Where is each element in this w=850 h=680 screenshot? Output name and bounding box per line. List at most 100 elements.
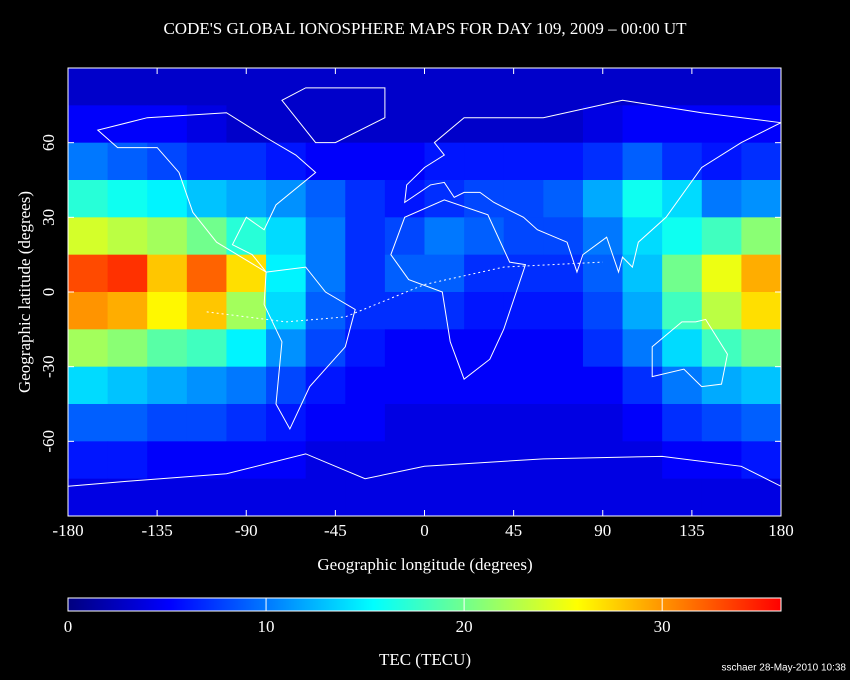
heatmap-cell xyxy=(622,366,663,405)
heatmap-cell xyxy=(68,441,109,480)
heatmap-cell xyxy=(384,478,425,516)
heatmap-cell xyxy=(384,68,425,106)
heatmap-cell xyxy=(147,404,188,442)
heatmap-cell xyxy=(741,105,781,144)
heatmap-cell xyxy=(701,292,742,330)
heatmap-cell xyxy=(226,292,267,330)
heatmap-cell xyxy=(226,68,267,106)
heatmap-cell xyxy=(107,478,148,516)
heatmap-cell xyxy=(622,329,663,368)
heatmap-cell xyxy=(424,366,465,405)
heatmap-cell xyxy=(701,441,742,480)
heatmap-cell xyxy=(582,254,624,293)
magnetic-equator xyxy=(207,262,603,322)
heatmap-cell xyxy=(226,404,267,442)
heatmap-cell xyxy=(186,329,227,368)
heatmap-cell xyxy=(503,105,544,144)
heatmap-cell xyxy=(186,105,227,144)
heatmap-cell xyxy=(662,292,703,330)
heatmap-cell xyxy=(68,180,109,218)
heatmap-cell xyxy=(68,292,109,330)
heatmap-cell xyxy=(582,68,624,106)
heatmap-cell xyxy=(582,441,624,480)
heatmap-cell xyxy=(662,366,703,405)
heatmap-cell xyxy=(266,329,307,368)
y-tick-label: 30 xyxy=(39,209,58,226)
heatmap-cell xyxy=(622,404,663,442)
x-axis-label: Geographic longitude (degrees) xyxy=(317,555,532,574)
y-tick-label: 0 xyxy=(39,288,58,297)
heatmap-cell xyxy=(464,404,505,442)
heatmap-cell xyxy=(305,142,346,181)
heatmap-cell xyxy=(701,404,742,442)
heatmap-cell xyxy=(266,68,307,106)
x-tick-label: 45 xyxy=(505,521,522,540)
heatmap-cell xyxy=(107,105,148,144)
heatmap-cell xyxy=(226,254,267,293)
heatmap-cell xyxy=(424,180,465,218)
heatmap-cell xyxy=(226,441,267,480)
heatmap-cell xyxy=(662,329,703,368)
heatmap-cell xyxy=(186,292,227,330)
heatmap-cell xyxy=(305,180,346,218)
heatmap-cell xyxy=(543,404,584,442)
heatmap-cell xyxy=(424,441,465,480)
heatmap-cell xyxy=(266,292,307,330)
heatmap-cell xyxy=(741,68,781,106)
colorbar-tick-label: 0 xyxy=(64,617,73,636)
colorbar-tick-label: 30 xyxy=(654,617,671,636)
heatmap-cell xyxy=(662,142,703,181)
heatmap-cell xyxy=(741,441,781,480)
heatmap-cell xyxy=(186,478,227,516)
heatmap-cell xyxy=(345,68,386,106)
heatmap-cell xyxy=(305,441,346,480)
heatmap-cell xyxy=(147,142,188,181)
heatmap-cell xyxy=(305,292,346,330)
heatmap-cell xyxy=(622,142,663,181)
coastline xyxy=(264,267,355,429)
heatmap-cell xyxy=(147,366,188,405)
heatmap-cell xyxy=(464,329,505,368)
heatmap-cell xyxy=(701,217,742,256)
heatmap-cell xyxy=(107,441,148,480)
heatmap-cell xyxy=(424,292,465,330)
heatmap-cell xyxy=(582,180,624,218)
heatmap-cell xyxy=(345,254,386,293)
heatmap-cell xyxy=(582,142,624,181)
heatmap-cell xyxy=(226,105,267,144)
heatmap-cell xyxy=(345,142,386,181)
heatmap-cell xyxy=(741,329,781,368)
colorbar xyxy=(67,597,782,612)
heatmap-cell xyxy=(662,217,703,256)
heatmap-cell xyxy=(741,217,781,256)
heatmap-cell xyxy=(424,254,465,293)
heatmap-cell xyxy=(147,254,188,293)
heatmap-cell xyxy=(701,105,742,144)
heatmap xyxy=(68,68,781,516)
heatmap-cell xyxy=(424,142,465,181)
heatmap-cell xyxy=(186,366,227,405)
heatmap-cell xyxy=(543,292,584,330)
heatmap-cell xyxy=(424,105,465,144)
heatmap-cell xyxy=(345,478,386,516)
coastlines xyxy=(68,88,781,486)
x-tick-label: 135 xyxy=(679,521,705,540)
heatmap-cell xyxy=(662,478,703,516)
coastline xyxy=(68,454,781,486)
heatmap-cell xyxy=(305,217,346,256)
heatmap-cell xyxy=(384,217,425,256)
heatmap-cell xyxy=(503,217,544,256)
heatmap-cell xyxy=(741,478,781,516)
y-tick-label: -30 xyxy=(39,355,58,378)
heatmap-cell xyxy=(543,217,584,256)
heatmap-cell xyxy=(662,404,703,442)
heatmap-cell xyxy=(662,68,703,106)
heatmap-cell xyxy=(266,478,307,516)
coastline xyxy=(98,113,316,272)
heatmap-cell xyxy=(741,292,781,330)
heatmap-cell xyxy=(305,329,346,368)
heatmap-cell xyxy=(147,217,188,256)
heatmap-cell xyxy=(186,68,227,106)
x-tick-label: -45 xyxy=(324,521,347,540)
heatmap-cell xyxy=(582,404,624,442)
